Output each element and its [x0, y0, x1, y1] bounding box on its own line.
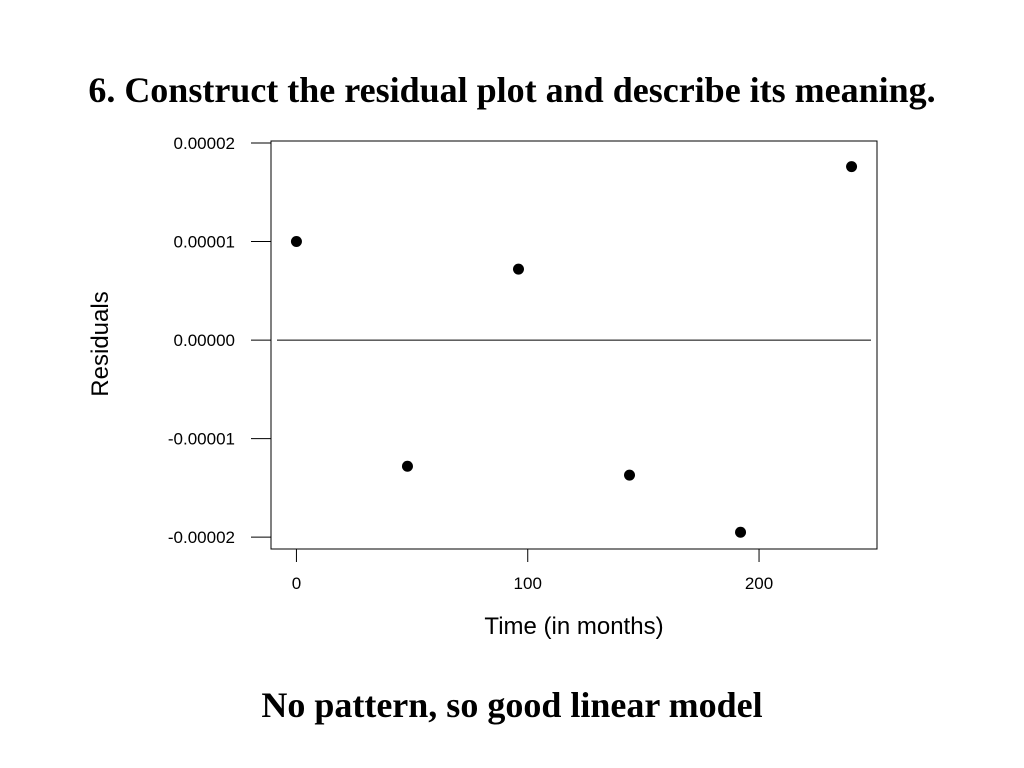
data-point	[624, 469, 636, 481]
data-points	[290, 161, 858, 538]
data-point	[735, 526, 747, 538]
x-axis-label: Time (in months)	[484, 613, 663, 640]
slide-heading: 6. Construct the residual plot and descr…	[88, 70, 936, 110]
x-tick-label: 100	[514, 574, 542, 593]
data-point	[512, 263, 524, 275]
y-tick-label: 0.00000	[174, 331, 235, 350]
slide-conclusion: No pattern, so good linear model	[261, 685, 763, 725]
y-tick-label: 0.00001	[174, 233, 235, 252]
data-point	[401, 460, 413, 472]
data-point	[846, 161, 858, 173]
y-tick-label: -0.00002	[168, 528, 235, 547]
x-tick-label: 0	[292, 574, 301, 593]
y-axis-label: Residuals	[87, 291, 114, 396]
data-point	[290, 236, 302, 248]
x-axis: 0 100 200	[292, 549, 773, 593]
plot-frame	[270, 140, 878, 550]
y-axis: -0.00002 -0.00001 0.00000 0.00001 0.00002	[168, 134, 271, 547]
y-tick-label: -0.00001	[168, 430, 235, 449]
y-tick-label: 0.00002	[174, 134, 235, 153]
x-tick-label: 200	[745, 574, 773, 593]
